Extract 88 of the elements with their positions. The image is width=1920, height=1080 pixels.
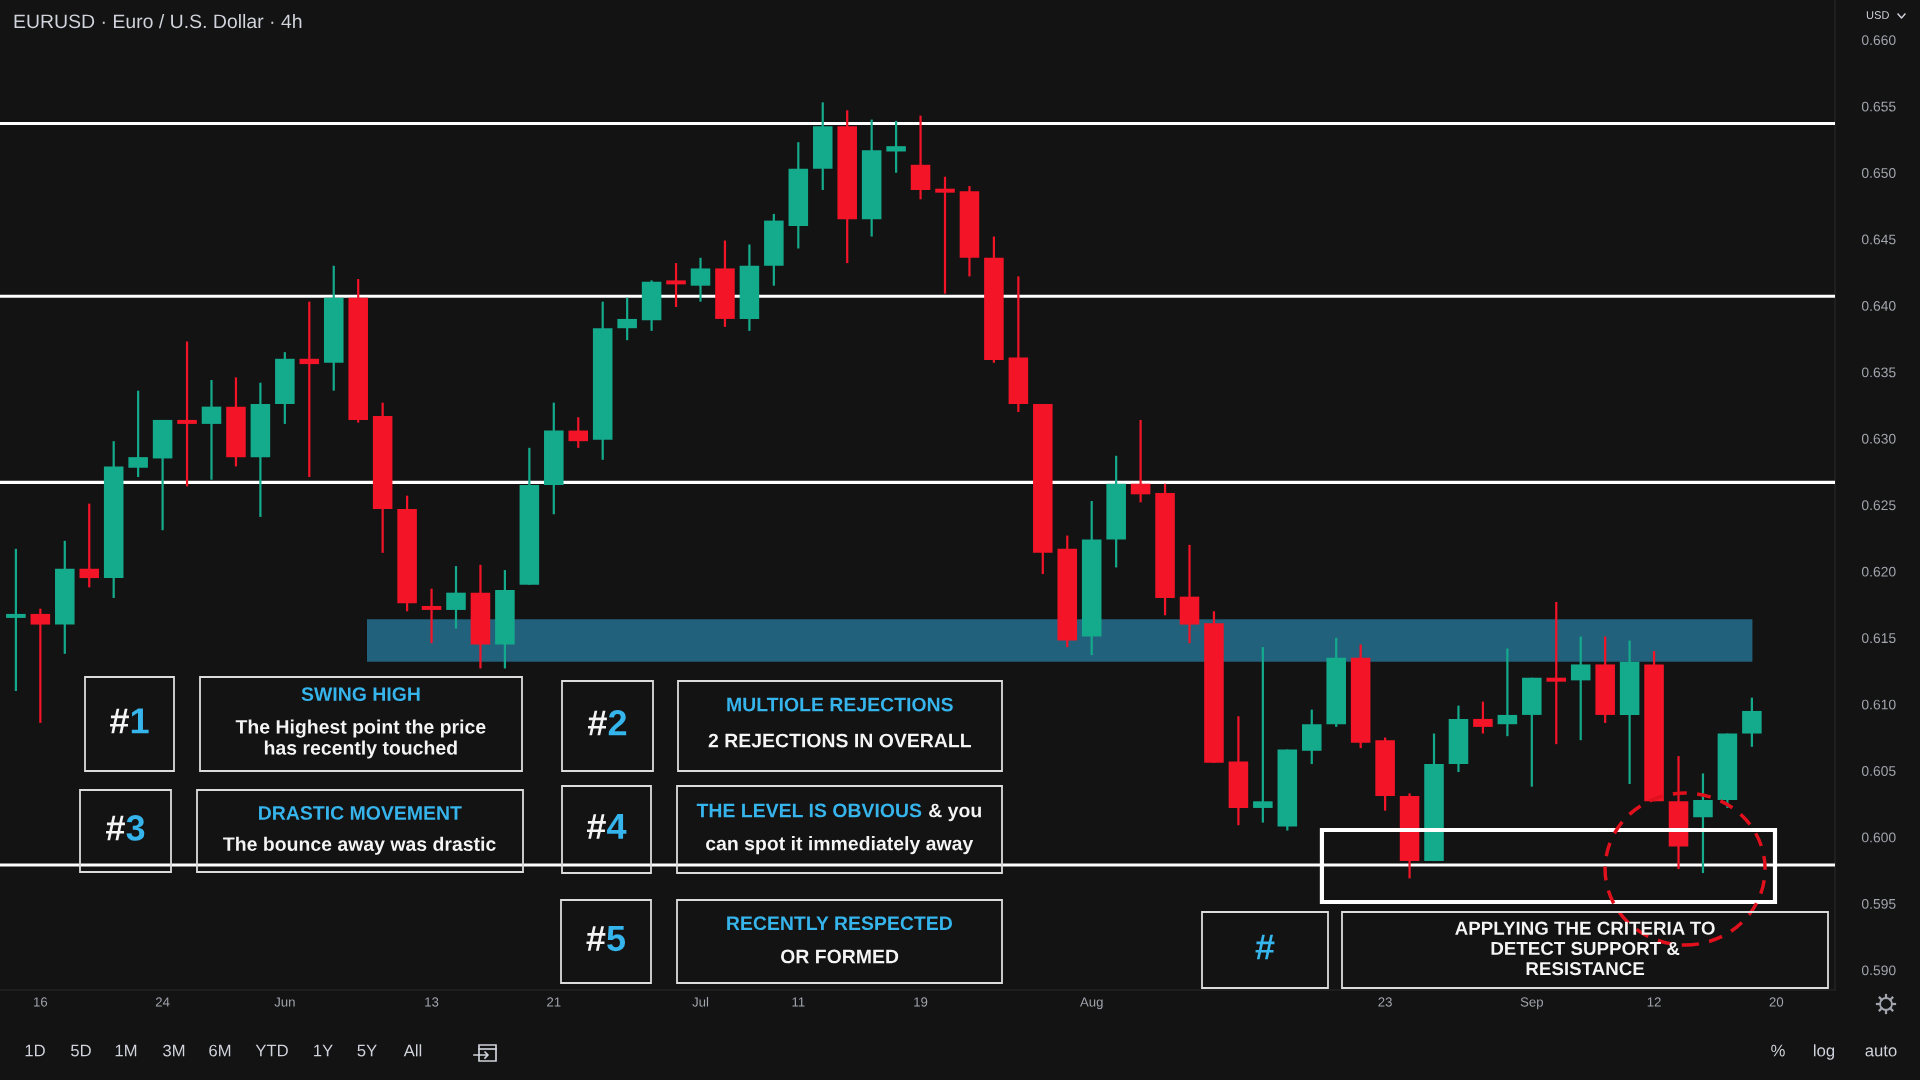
annotation: #	[106, 815, 125, 841]
text: %	[1771, 1044, 1785, 1057]
text: 1M	[115, 1044, 137, 1057]
candlestick	[30, 607, 51, 725]
annotation: THE LEVEL IS OBVIOUS	[696, 803, 922, 818]
candlestick	[617, 296, 637, 342]
text: log	[1814, 1044, 1835, 1060]
candlestick	[568, 416, 589, 449]
annotation: #	[1255, 934, 1275, 960]
y-tick-label: 0.610	[1861, 699, 1896, 710]
x-tick-label: 12	[1647, 997, 1661, 1007]
candlestick	[690, 256, 711, 303]
candlestick	[666, 262, 686, 309]
candlestick	[6, 547, 26, 693]
x-tick-label: 24	[155, 997, 170, 1007]
text: USD	[1866, 11, 1889, 19]
x-tick-label: 11	[792, 997, 805, 1007]
candlestick	[201, 378, 222, 481]
candlestick	[935, 175, 955, 295]
text: auto	[1865, 1045, 1897, 1057]
annotation: OR FORMED	[780, 949, 899, 964]
text: 5Y	[357, 1044, 377, 1057]
annotation: SWING HIGH	[301, 687, 420, 702]
candlestick	[446, 564, 466, 630]
annotation: 2 REJECTIONS IN OVERALL	[708, 733, 972, 748]
y-tick-label: 0.600	[1861, 832, 1896, 843]
y-tick-label: 0.660	[1861, 35, 1896, 46]
x-tick-label: 23	[1378, 997, 1392, 1007]
y-tick-label: 0.620	[1861, 566, 1896, 577]
x-tick-label: 13	[425, 997, 439, 1007]
x-tick-label: Jul	[692, 996, 709, 1007]
candlestick	[1497, 647, 1518, 738]
text: 5D	[71, 1044, 91, 1057]
annotation: #	[110, 708, 129, 734]
text: 1D	[25, 1044, 45, 1057]
annotation: & you	[929, 803, 981, 822]
x-tick-label: 21	[547, 997, 561, 1007]
annotation: 1	[131, 708, 149, 734]
candlestick	[421, 587, 442, 645]
candlestick	[79, 502, 100, 589]
candlestick	[128, 389, 148, 479]
y-tick-label: 0.655	[1861, 101, 1896, 112]
annotation: DRASTIC MOVEMENT	[259, 806, 462, 820]
y-tick-label: 0.605	[1861, 766, 1896, 776]
y-tick-label: 0.650	[1861, 168, 1896, 178]
annotation: The Highest point the price has recently touched	[235, 719, 486, 759]
x-tick-label: Sep	[1520, 997, 1543, 1010]
candlestick	[1130, 418, 1151, 504]
text: EURUSD · Euro / U.S. Dollar · 4h	[14, 13, 302, 29]
x-tick-label: 16	[34, 997, 48, 1007]
y-tick-label: 0.645	[1861, 234, 1896, 245]
annotation: 5	[607, 925, 626, 952]
text: YTD	[255, 1044, 288, 1057]
x-tick-label: 19	[914, 997, 928, 1007]
candlestick	[1570, 635, 1591, 742]
candlestick	[1693, 772, 1713, 875]
annotation: RECENTLY RESPECTED	[727, 916, 952, 931]
y-tick-label: 0.615	[1861, 633, 1896, 644]
annotation: MULTIOLE REJECTIONS	[727, 697, 953, 712]
candlestick	[1253, 646, 1273, 824]
annotation: APPLYING THE CRITERIA TO DETECT SUPPORT & RESISTANCE	[1455, 921, 1715, 976]
annotation: The bounce away was drastic	[223, 836, 496, 855]
x-tick-label: Aug	[1080, 997, 1103, 1010]
y-tick-label: 0.630	[1861, 433, 1896, 444]
annotation: 4	[607, 813, 627, 839]
candlestick	[1473, 700, 1493, 735]
y-tick-label: 0.635	[1861, 367, 1896, 378]
annotation: 2	[608, 710, 627, 736]
text: All	[403, 1044, 422, 1057]
x-tick-label: 20	[1769, 997, 1784, 1007]
candlestick	[299, 300, 320, 479]
annotation: can spot it immediately away	[706, 836, 974, 855]
annotation: #	[587, 710, 607, 736]
candlestick	[1546, 600, 1567, 746]
candlestick	[177, 340, 197, 488]
y-tick-label: 0.640	[1861, 300, 1896, 311]
annotation: 3	[126, 815, 145, 841]
candlestick	[1742, 696, 1762, 748]
x-tick-label: Jun	[274, 997, 295, 1007]
candlestick	[886, 119, 906, 174]
annotation: #	[586, 926, 606, 951]
text: 1Y	[314, 1044, 333, 1057]
text: 6M	[209, 1044, 231, 1057]
y-tick-label: 0.590	[1861, 965, 1896, 976]
y-tick-label: 0.625	[1861, 500, 1896, 511]
y-tick-label: 0.595	[1861, 898, 1896, 909]
text: 3M	[163, 1044, 185, 1057]
annotation: #	[586, 814, 606, 839]
